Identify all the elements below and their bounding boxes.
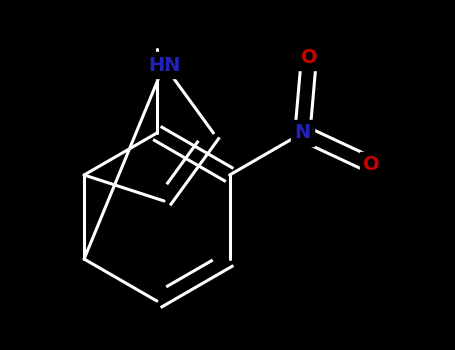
Bar: [142, 51, 186, 78]
Bar: [360, 152, 382, 177]
Text: HN: HN: [148, 56, 180, 75]
Text: O: O: [301, 48, 317, 67]
Bar: [291, 120, 314, 146]
Text: N: N: [294, 124, 310, 142]
Bar: [298, 45, 320, 70]
Text: O: O: [363, 155, 379, 174]
